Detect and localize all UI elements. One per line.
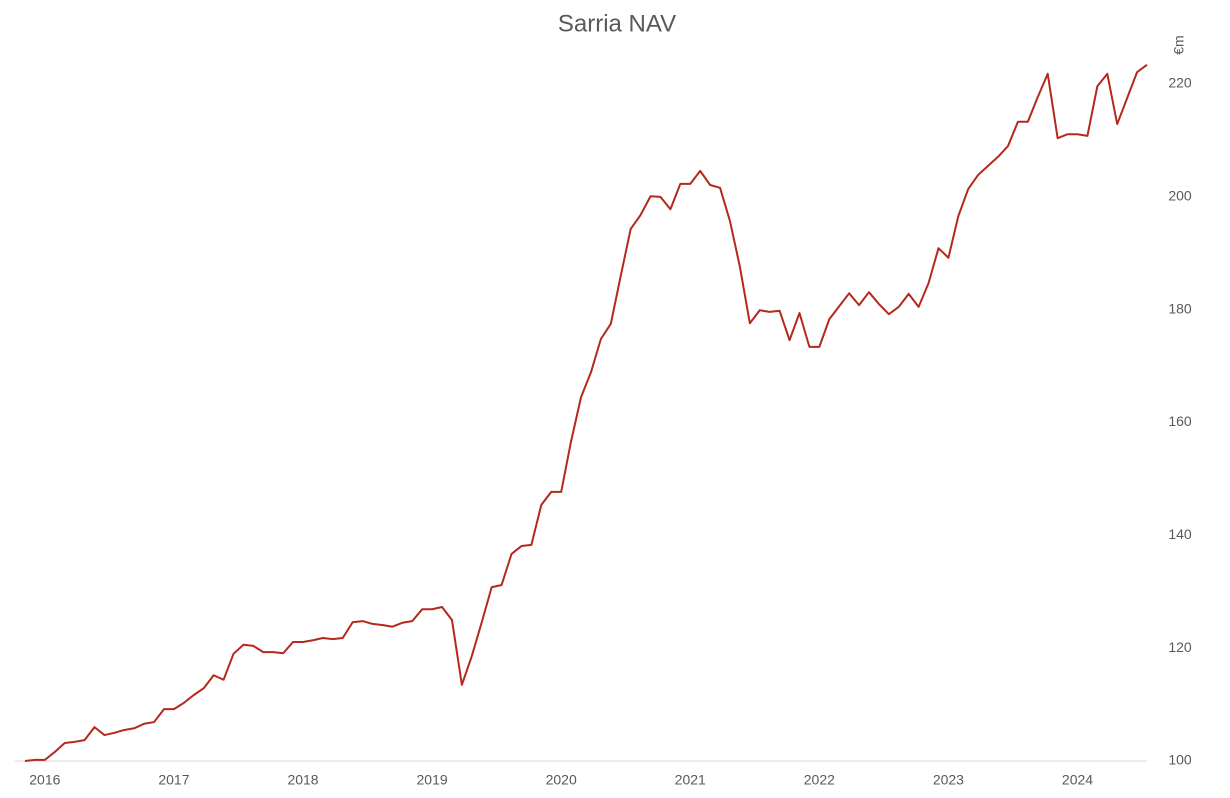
y-tick-label: 100 bbox=[1168, 752, 1192, 768]
x-tick-label: 2016 bbox=[29, 772, 60, 788]
x-tick-label: 2019 bbox=[417, 772, 448, 788]
y-axis-label: €m bbox=[1171, 35, 1187, 54]
x-tick-label: 2022 bbox=[804, 772, 835, 788]
line-series bbox=[24, 64, 1148, 762]
x-tick-label: 2020 bbox=[546, 772, 577, 788]
x-tick-label: 2024 bbox=[1062, 772, 1093, 788]
x-tick-label: 2018 bbox=[287, 772, 318, 788]
y-tick-label: 200 bbox=[1168, 188, 1192, 204]
y-tick-label: 140 bbox=[1168, 526, 1192, 542]
x-tick-label: 2023 bbox=[933, 772, 964, 788]
y-tick-label: 220 bbox=[1168, 75, 1192, 91]
chart-title: Sarria NAV bbox=[558, 10, 676, 37]
y-tick-label: 120 bbox=[1168, 639, 1192, 655]
y-tick-label: 180 bbox=[1168, 300, 1192, 316]
x-tick-label: 2017 bbox=[158, 772, 189, 788]
y-tick-label: 160 bbox=[1168, 413, 1192, 429]
x-tick-label: 2021 bbox=[675, 772, 706, 788]
